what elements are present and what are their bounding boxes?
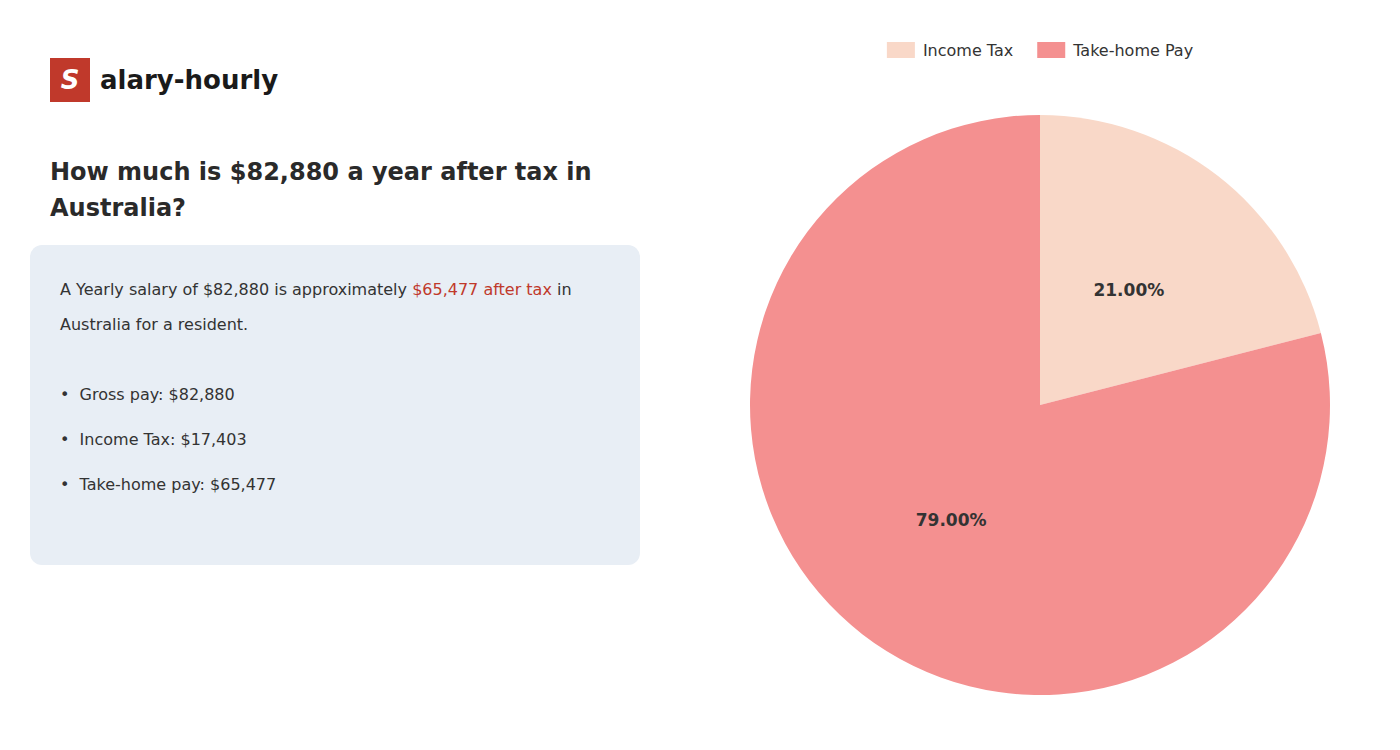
- data-label: 21.00%: [1093, 280, 1164, 300]
- logo-text: alary-hourly: [100, 65, 278, 95]
- legend-label: Income Tax: [923, 41, 1013, 60]
- bullet: • Income Tax: $17,403: [60, 430, 247, 449]
- pie-slice: [750, 115, 1330, 695]
- data-labels: 21.00% 79.00%: [916, 280, 1165, 529]
- pie: [750, 115, 1330, 695]
- data-label: 79.00%: [916, 510, 987, 530]
- bullet: • Take-home pay: $65,477: [60, 475, 276, 494]
- logo-box: [50, 58, 90, 102]
- info-box: [30, 245, 640, 565]
- legend-swatch: [887, 42, 915, 58]
- legend: Income Tax Take-home Pay: [887, 41, 1193, 60]
- description: A Yearly salary of $82,880 is approximat…: [60, 280, 572, 299]
- text-panel: Salary-hourly How much is $82,880 a year …: [30, 58, 640, 565]
- description: Australia for a resident.: [60, 315, 248, 334]
- bullet: • Gross pay: $82,880: [60, 385, 235, 404]
- legend-label: Take-home Pay: [1072, 41, 1193, 60]
- legend-swatch: [1037, 42, 1065, 58]
- logo-letter: S: [61, 65, 80, 95]
- legend-item: Income Tax: [887, 41, 1013, 60]
- description-part: in: [552, 280, 572, 299]
- description-part: A Yearly salary of $82,880 is approximat…: [60, 280, 412, 299]
- legend-item: Take-home Pay: [1037, 41, 1193, 60]
- title: How much is $82,880 a year after tax inA…: [50, 158, 592, 222]
- description-part: $65,477 after tax: [412, 280, 552, 299]
- chart: Salary-hourly How much is $82,880 a year …: [0, 0, 1400, 750]
